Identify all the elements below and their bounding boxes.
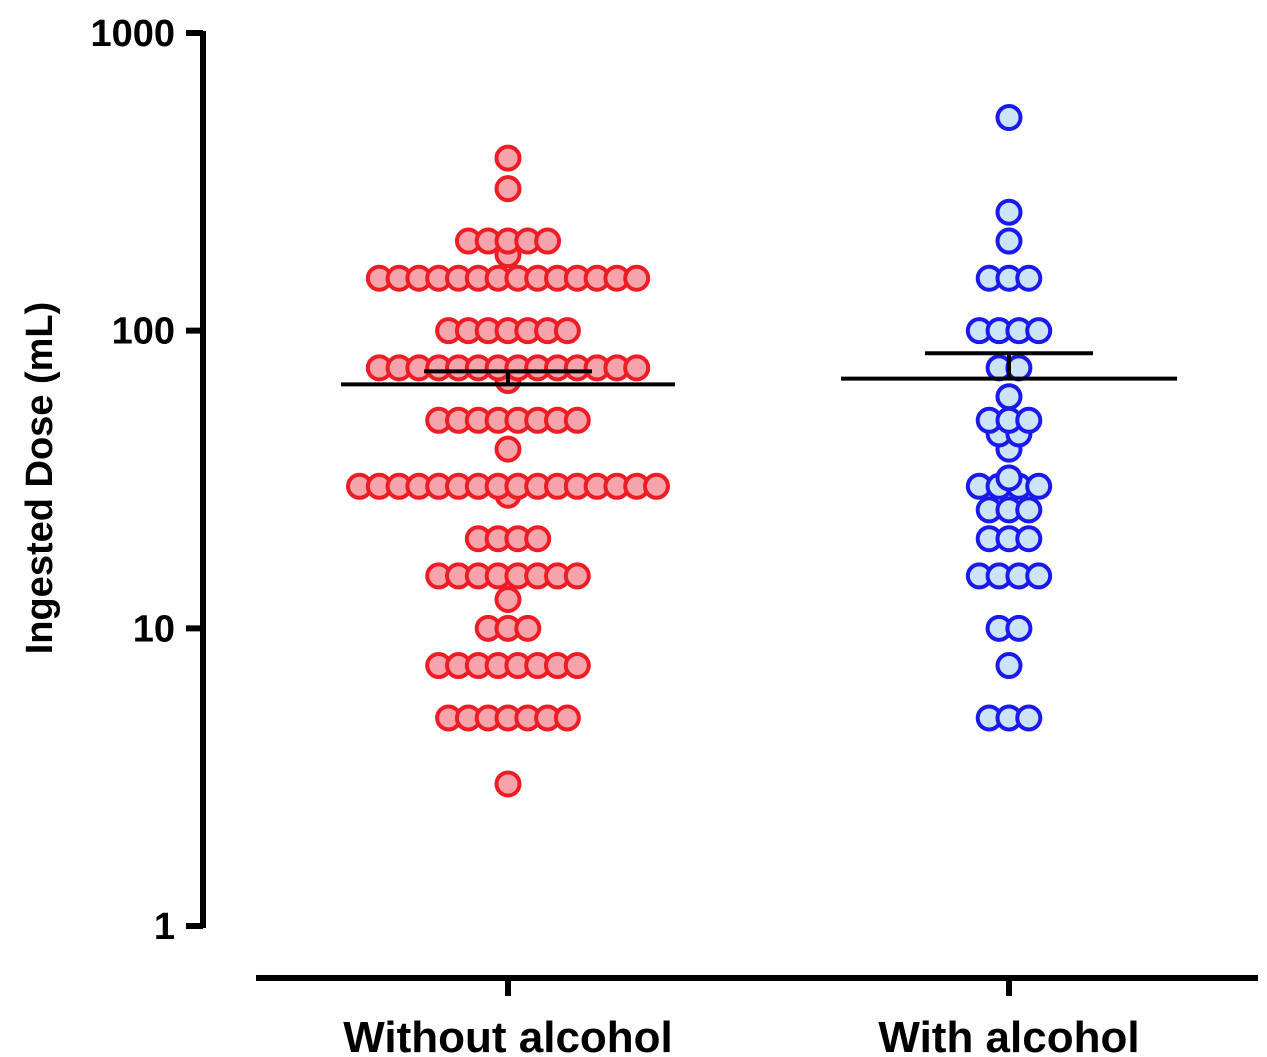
point-without-alcohol (553, 317, 581, 345)
x-axis: Without alcohol With alcohol (256, 975, 1258, 1057)
point-without-alcohol (514, 614, 542, 642)
point-with-alcohol (995, 198, 1023, 226)
y-axis: 1 10 100 1000 (90, 13, 206, 948)
y-tick-label-0: 1 (154, 906, 175, 948)
y-tick-label-1: 10 (133, 608, 175, 650)
point-without-alcohol (534, 227, 562, 255)
point-with-alcohol (1015, 496, 1043, 524)
y-tick-label-3: 1000 (90, 13, 175, 55)
point-without-alcohol (494, 585, 522, 613)
point-with-alcohol (1005, 614, 1033, 642)
point-without-alcohol (494, 435, 522, 463)
point-with-alcohol (995, 104, 1023, 132)
point-with-alcohol (1015, 264, 1043, 292)
data-points (346, 104, 1053, 798)
point-without-alcohol (563, 562, 591, 590)
point-without-alcohol (643, 472, 670, 500)
point-with-alcohol (1025, 317, 1053, 345)
point-with-alcohol (1025, 472, 1053, 500)
point-without-alcohol (563, 652, 591, 680)
point-without-alcohol (494, 144, 522, 172)
point-without-alcohol (494, 175, 522, 203)
point-without-alcohol (553, 704, 581, 732)
point-without-alcohol (494, 770, 522, 798)
x-category-label-0: Without alcohol (343, 1013, 673, 1057)
point-with-alcohol (1015, 525, 1043, 553)
point-with-alcohol (995, 652, 1023, 680)
point-with-alcohol (1015, 704, 1043, 732)
point-without-alcohol (524, 525, 552, 553)
point-without-alcohol (623, 354, 651, 382)
y-axis-title: Ingested Dose (mL) (19, 302, 61, 655)
y-tick-label-2: 100 (112, 311, 175, 353)
point-with-alcohol (995, 383, 1023, 411)
point-with-alcohol (1025, 562, 1053, 590)
point-with-alcohol (995, 464, 1023, 492)
point-without-alcohol (623, 264, 651, 292)
point-without-alcohol (563, 406, 591, 434)
point-with-alcohol (1015, 406, 1043, 434)
mean-sem-bars (341, 351, 1177, 387)
point-with-alcohol (995, 227, 1023, 255)
x-category-label-1: With alcohol (878, 1013, 1139, 1057)
